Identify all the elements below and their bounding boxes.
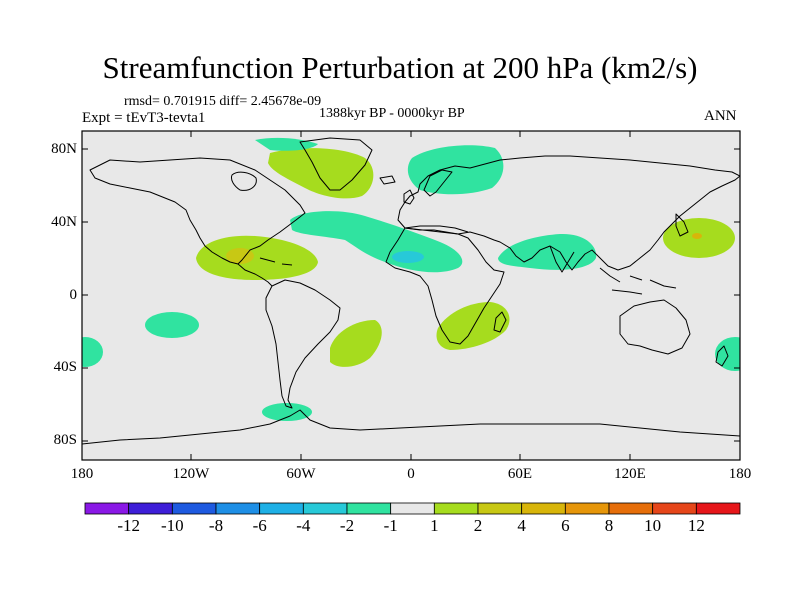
lat-label-80n: 80N — [51, 141, 77, 157]
lon-label-180w: 180 — [70, 466, 94, 482]
africa-coast — [385, 227, 505, 345]
europe-asia-coast — [397, 155, 740, 271]
season-label: ANN — [704, 108, 737, 124]
colorbar-swatch — [564, 502, 610, 515]
colorbar-label: 2 — [473, 516, 483, 535]
australia-coast — [619, 299, 691, 355]
colorbar-swatch — [695, 502, 741, 515]
gulf-mexico-core — [226, 248, 254, 264]
coastlines — [82, 137, 740, 445]
japan-coast — [675, 213, 689, 237]
colorbar-swatch — [477, 502, 523, 515]
north-america-high — [268, 148, 374, 199]
india-coast — [549, 245, 575, 273]
lon-label-180e: 180 — [728, 466, 752, 482]
axis-ticks — [82, 131, 740, 460]
hudson-bay — [231, 171, 257, 191]
far-southwest-pacific-low — [82, 337, 103, 367]
colorbar-swatch — [215, 502, 261, 515]
antarctica-coast — [82, 409, 740, 445]
caribbean-islands — [259, 257, 293, 266]
barents-sea-low — [255, 137, 318, 151]
lon-label-120w: 120W — [172, 466, 210, 482]
colorbar-label: -10 — [160, 516, 184, 535]
map-background — [82, 131, 740, 460]
new-zealand-coast — [715, 345, 729, 367]
colorbar-label: 8 — [604, 516, 614, 535]
mediterranean-coast — [404, 225, 469, 233]
colorbar-swatch — [171, 502, 217, 515]
stats-line: rmsd= 0.701915 diff= 2.45678e-09 — [124, 94, 322, 109]
south-america-coast — [265, 279, 341, 409]
colorbar-swatch — [652, 502, 697, 515]
colorbar-label: 1 — [430, 516, 439, 535]
colorbar-swatch — [259, 502, 304, 515]
west-africa-core — [392, 251, 424, 263]
iceland-coast — [379, 175, 396, 185]
madagascar-coast — [493, 311, 507, 333]
southern-africa-high — [436, 302, 510, 350]
colorbar-swatch — [608, 502, 654, 515]
great-britain-coast — [403, 189, 415, 205]
colorbar-label: -4 — [296, 516, 311, 535]
lat-label-40n: 40N — [51, 214, 77, 230]
drake-passage-low — [262, 403, 312, 421]
lon-label-0: 0 — [407, 466, 415, 482]
north-pacific-core — [692, 233, 702, 239]
colorbar-swatch — [302, 502, 348, 515]
gulf-mexico-high — [196, 235, 318, 280]
colorbar-label: -12 — [117, 516, 140, 535]
lon-label-60e: 60E — [507, 466, 533, 482]
colorbar-label: -8 — [208, 516, 224, 535]
period-label: 1388kyr BP - 0000kyr BP — [319, 106, 465, 121]
lat-label-equator: 0 — [69, 287, 78, 303]
south-atlantic-high — [330, 320, 382, 367]
colorbar-swatch — [521, 502, 566, 515]
colorbar-swatch — [128, 502, 173, 515]
colorbar-label: 10 — [644, 516, 662, 535]
scandinavia-coast — [423, 169, 453, 197]
colorbar-swatch — [346, 502, 392, 515]
colorbar-label: -2 — [339, 516, 355, 535]
central-america-coast — [237, 263, 273, 287]
lat-label-40s: 40S — [53, 359, 77, 375]
lat-label-80s: 80S — [53, 432, 77, 448]
colorbar-label: 12 — [687, 516, 705, 535]
colorbar — [84, 502, 741, 515]
greenland-coast — [299, 137, 373, 191]
colorbar-swatch — [390, 502, 435, 515]
south-pacific-low — [145, 312, 199, 338]
colorbar-label: 4 — [517, 516, 526, 535]
north-atlantic-low — [407, 145, 504, 195]
lon-label-60w: 60W — [286, 466, 316, 482]
figure-title: Streamfunction Perturbation at 200 hPa (… — [102, 50, 698, 85]
colorbar-label: 6 — [561, 516, 570, 535]
colorbar-label: -6 — [252, 516, 267, 535]
lon-label-120e: 120E — [614, 466, 646, 482]
colorbar-swatch — [433, 502, 479, 515]
colorbar-label: -1 — [383, 516, 398, 535]
southeast-asia-islands — [599, 267, 677, 295]
colorbar-swatch — [84, 502, 130, 515]
north-america-coast — [89, 157, 306, 265]
experiment-label: Expt = tEvT3-tevta1 — [82, 110, 206, 126]
